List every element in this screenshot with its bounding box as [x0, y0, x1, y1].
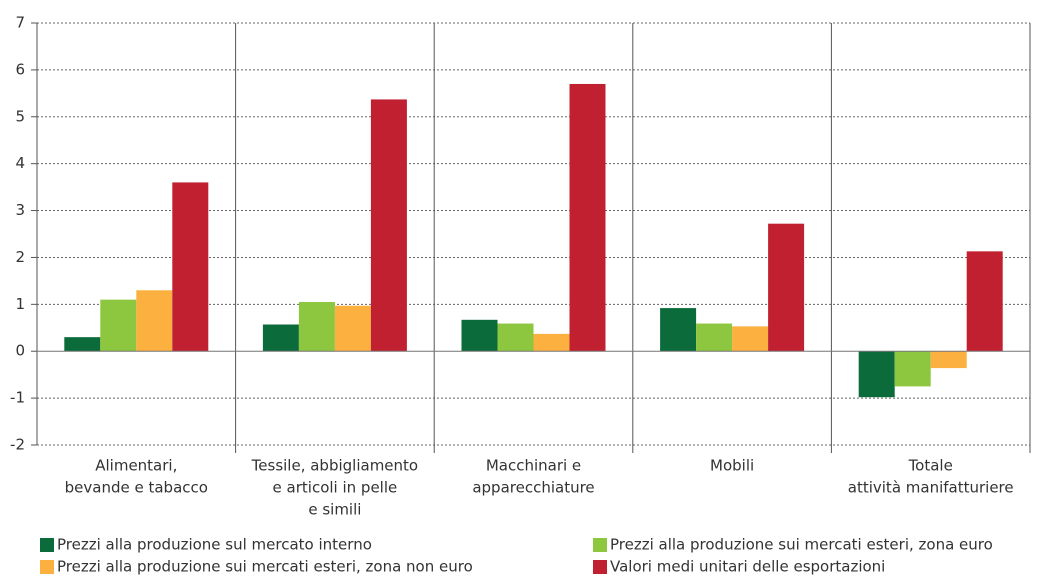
y-tick-label: 5 — [15, 107, 25, 125]
bar — [64, 337, 101, 352]
legend-swatch — [593, 538, 607, 552]
y-tick-label: -2 — [10, 436, 25, 454]
y-tick-label: 7 — [15, 14, 25, 32]
y-tick-label: 6 — [15, 60, 25, 78]
bar — [966, 251, 1003, 352]
x-tick-label: Tessile, abbigliamento — [251, 457, 418, 475]
bar — [732, 326, 769, 352]
x-tick-label: e articoli in pelle — [273, 479, 398, 497]
legend-swatch — [40, 538, 54, 552]
bar — [100, 299, 137, 352]
y-tick-label: 0 — [15, 342, 25, 360]
bar — [930, 351, 967, 369]
y-tick-label: 3 — [15, 201, 25, 219]
bar — [298, 301, 335, 352]
x-tick-label: Mobili — [710, 457, 754, 475]
y-tick-label: -1 — [10, 389, 25, 407]
bar — [172, 182, 209, 352]
x-tick-label: attività manifatturiere — [848, 479, 1014, 497]
x-tick-label: e simili — [308, 501, 361, 519]
legend-label: Prezzi alla produzione sui mercati ester… — [57, 558, 473, 576]
y-tick-label: 2 — [15, 248, 25, 266]
legend-swatch — [593, 560, 607, 574]
bar — [370, 99, 407, 352]
x-tick-label: bevande e tabacco — [65, 479, 208, 497]
bar — [768, 223, 805, 352]
x-tick-label: Alimentari, — [95, 457, 177, 475]
bar — [569, 83, 606, 352]
bar — [136, 290, 173, 352]
bar — [858, 351, 895, 398]
legend-label: Prezzi alla produzione sui mercati ester… — [610, 536, 993, 554]
legend-label: Valori medi unitari delle esportazioni — [610, 558, 885, 576]
x-tick-label: apparecchiature — [472, 479, 594, 497]
legend-label: Prezzi alla produzione sul mercato inter… — [57, 536, 372, 554]
bar — [334, 305, 371, 352]
bar — [533, 333, 570, 352]
bar — [894, 351, 931, 387]
bar — [660, 308, 697, 352]
bar — [497, 323, 534, 352]
y-tick-label: 4 — [15, 154, 25, 172]
x-tick-label: Macchinari e — [486, 457, 581, 475]
y-tick-label: 1 — [15, 295, 25, 313]
bar — [461, 319, 498, 352]
legend-swatch — [40, 560, 54, 574]
bar — [696, 323, 733, 352]
bar — [262, 324, 299, 352]
x-tick-label: Totale — [908, 457, 953, 475]
